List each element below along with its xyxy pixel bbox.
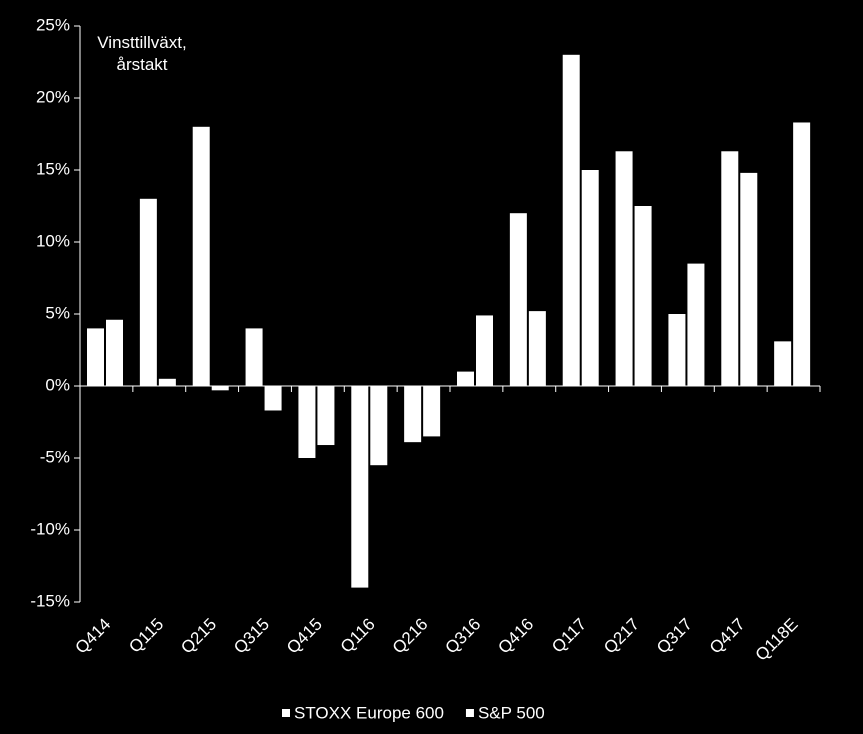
x-tick-label: Q415 xyxy=(283,615,326,658)
bar xyxy=(668,314,686,386)
bar xyxy=(774,341,792,386)
y-tick-label: 20% xyxy=(36,87,70,106)
x-tick-label: Q117 xyxy=(548,615,590,657)
bar xyxy=(509,213,527,386)
bar xyxy=(476,315,493,386)
bar xyxy=(106,319,123,386)
x-tick-label: Q316 xyxy=(442,615,485,658)
x-tick-label: Q317 xyxy=(653,615,696,658)
bar xyxy=(158,378,176,386)
legend-label: S&P 500 xyxy=(478,703,545,722)
x-tick-label: Q217 xyxy=(600,615,643,658)
bar xyxy=(192,126,210,387)
bar xyxy=(245,328,263,386)
bar xyxy=(351,386,369,588)
bar xyxy=(404,386,422,443)
y-tick-label: 5% xyxy=(45,303,70,322)
bar xyxy=(562,54,580,387)
x-tick-label: Q417 xyxy=(706,615,749,658)
bar xyxy=(793,122,811,386)
y-tick-label: -5% xyxy=(40,447,70,466)
bar xyxy=(87,328,104,386)
bar xyxy=(298,386,316,458)
y-tick-label: 0% xyxy=(45,375,70,394)
y-tick-label: 25% xyxy=(36,15,70,34)
x-tick-label: Q414 xyxy=(72,615,115,658)
legend-marker xyxy=(282,709,290,717)
legend-marker xyxy=(465,709,474,717)
bar xyxy=(581,170,599,386)
bar xyxy=(264,386,282,411)
x-tick-label: Q216 xyxy=(389,615,432,658)
bar xyxy=(615,151,633,386)
bar xyxy=(139,198,157,386)
bar xyxy=(370,386,388,466)
x-tick-label: Q116 xyxy=(337,615,379,657)
y-tick-label: 10% xyxy=(36,231,70,250)
y-tick-label: 15% xyxy=(36,159,70,178)
y-tick-label: -10% xyxy=(30,519,70,538)
x-tick-label: Q118E xyxy=(752,615,802,665)
bar xyxy=(528,311,546,386)
bar xyxy=(687,263,705,386)
bar xyxy=(211,386,229,391)
bar xyxy=(740,172,758,386)
bar xyxy=(634,206,652,386)
x-tick-label: Q315 xyxy=(230,615,273,658)
annotation: Vinsttillväxt, årstakt xyxy=(97,33,187,74)
bar xyxy=(721,151,739,386)
bar xyxy=(457,371,474,386)
x-tick-label: Q115 xyxy=(125,615,167,657)
x-tick-label: Q416 xyxy=(494,615,537,658)
legend-label: STOXX Europe 600 xyxy=(294,703,444,722)
x-tick-label: Q215 xyxy=(177,615,220,658)
bar xyxy=(317,386,335,446)
bar xyxy=(423,386,441,437)
y-tick-label: -15% xyxy=(30,591,70,610)
